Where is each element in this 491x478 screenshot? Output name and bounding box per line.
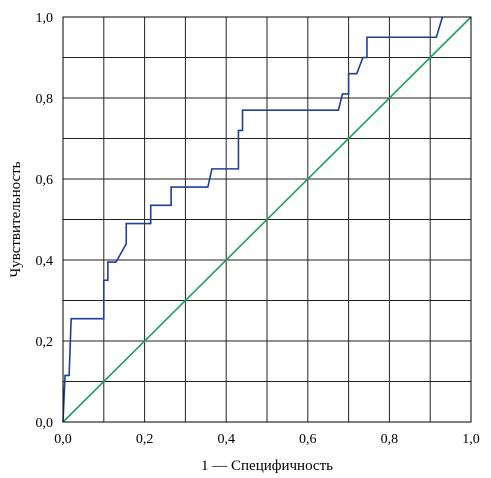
y-tick-label: 0,4 — [36, 254, 54, 269]
x-axis-title: 1 — Специфичность — [201, 458, 333, 474]
tick-labels: 0,0 0,2 0,4 0,6 0,8 1,0 0,0 0,2 0,4 0,6 0,8 1,0 — [36, 11, 480, 447]
y-axis-title: Чувствительность — [8, 161, 24, 277]
reference-diagonal-line — [62, 16, 472, 423]
x-tick-label: 0,4 — [217, 432, 235, 447]
roc-curve-line — [62, 16, 444, 423]
y-tick-label: 1,0 — [36, 11, 54, 26]
series-layer — [62, 16, 472, 423]
y-tick-label: 0,2 — [36, 335, 54, 350]
x-tick-label: 0,2 — [136, 432, 154, 447]
y-tick-label: 0,0 — [36, 416, 54, 431]
y-tick-label: 0,6 — [36, 173, 54, 188]
plot-frame — [62, 16, 472, 423]
y-tick-label: 0,8 — [36, 92, 54, 107]
x-tick-label: 1,0 — [462, 432, 480, 447]
x-tick-label: 0,0 — [54, 432, 72, 447]
x-tick-label: 0,6 — [299, 432, 317, 447]
x-tick-label: 0,8 — [381, 432, 399, 447]
